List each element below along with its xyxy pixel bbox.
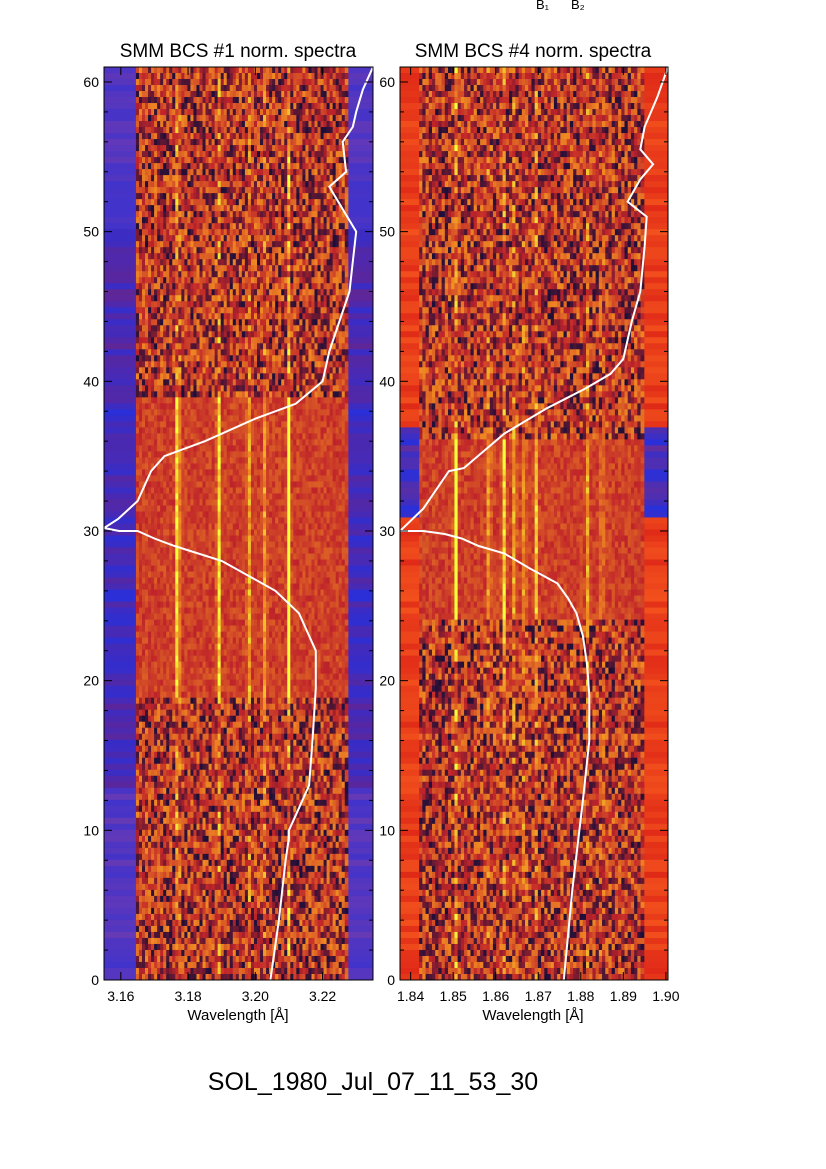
bcs4-x-tick-label: 1.84 xyxy=(397,988,424,1004)
bcs4-y-tick-label: 40 xyxy=(379,373,395,389)
bcs4-y-tick-label: 50 xyxy=(379,224,395,240)
bcs4-x-tick-label: 1.85 xyxy=(440,988,467,1004)
bcs1-y-tick-label: 60 xyxy=(83,74,99,90)
bcs1-x-tick-label: 3.16 xyxy=(107,988,134,1004)
bcs1-y-tick-label: 30 xyxy=(83,523,99,539)
bcs1-spectra-panel: SMM BCS #1 norm. spectra 0 10 20 30 40 50 60 3.… xyxy=(83,41,374,1024)
bcs1-x-tick-label: 3.18 xyxy=(174,988,201,1004)
top-annotation-b2: B₂ xyxy=(571,0,585,12)
event-footer-label: SOL_1980_Jul_07_11_53_30 xyxy=(208,1068,538,1096)
bcs1-panel-title: SMM BCS #1 norm. spectra xyxy=(120,41,357,62)
bcs4-x-tick-label: 1.89 xyxy=(610,988,637,1004)
bcs4-y-tick-label: 30 xyxy=(379,523,395,539)
bcs4-spectra-panel: SMM BCS #4 norm. spectra 0 10 20 30 40 50 60 1.… xyxy=(379,41,679,1024)
bcs1-y-tick-label: 0 xyxy=(91,972,99,988)
bcs1-y-tick-label: 10 xyxy=(83,822,99,838)
bcs4-x-tick-label: 1.87 xyxy=(525,988,552,1004)
bcs1-x-tick-label: 3.22 xyxy=(309,988,336,1004)
bcs4-y-tick-label: 60 xyxy=(379,74,395,90)
bcs1-x-tick-label: 3.20 xyxy=(242,988,269,1004)
bcs1-x-axis-label: Wavelength [Å] xyxy=(187,1007,288,1024)
bcs4-x-tick-label: 1.86 xyxy=(482,988,509,1004)
bcs4-y-tick-label: 0 xyxy=(387,972,395,988)
bcs4-panel-title: SMM BCS #4 norm. spectra xyxy=(415,41,652,62)
bcs1-y-tick-label: 50 xyxy=(83,224,99,240)
bcs4-x-axis-label: Wavelength [Å] xyxy=(482,1007,583,1024)
bcs4-x-tick-label: 1.90 xyxy=(652,988,679,1004)
bcs1-y-tick-label: 40 xyxy=(83,373,99,389)
bcs4-lightcurve-line xyxy=(400,67,668,980)
bcs4-y-tick-label: 10 xyxy=(379,822,395,838)
bcs1-lightcurve-line xyxy=(104,67,373,980)
bcs1-plot-frame xyxy=(103,66,374,981)
bcs4-x-tick-label: 1.88 xyxy=(567,988,594,1004)
top-annotation-b1: B₁ xyxy=(536,0,550,12)
bcs1-y-tick-label: 20 xyxy=(83,673,99,689)
bcs4-plot-frame xyxy=(399,66,669,981)
bcs4-y-tick-label: 20 xyxy=(379,673,395,689)
